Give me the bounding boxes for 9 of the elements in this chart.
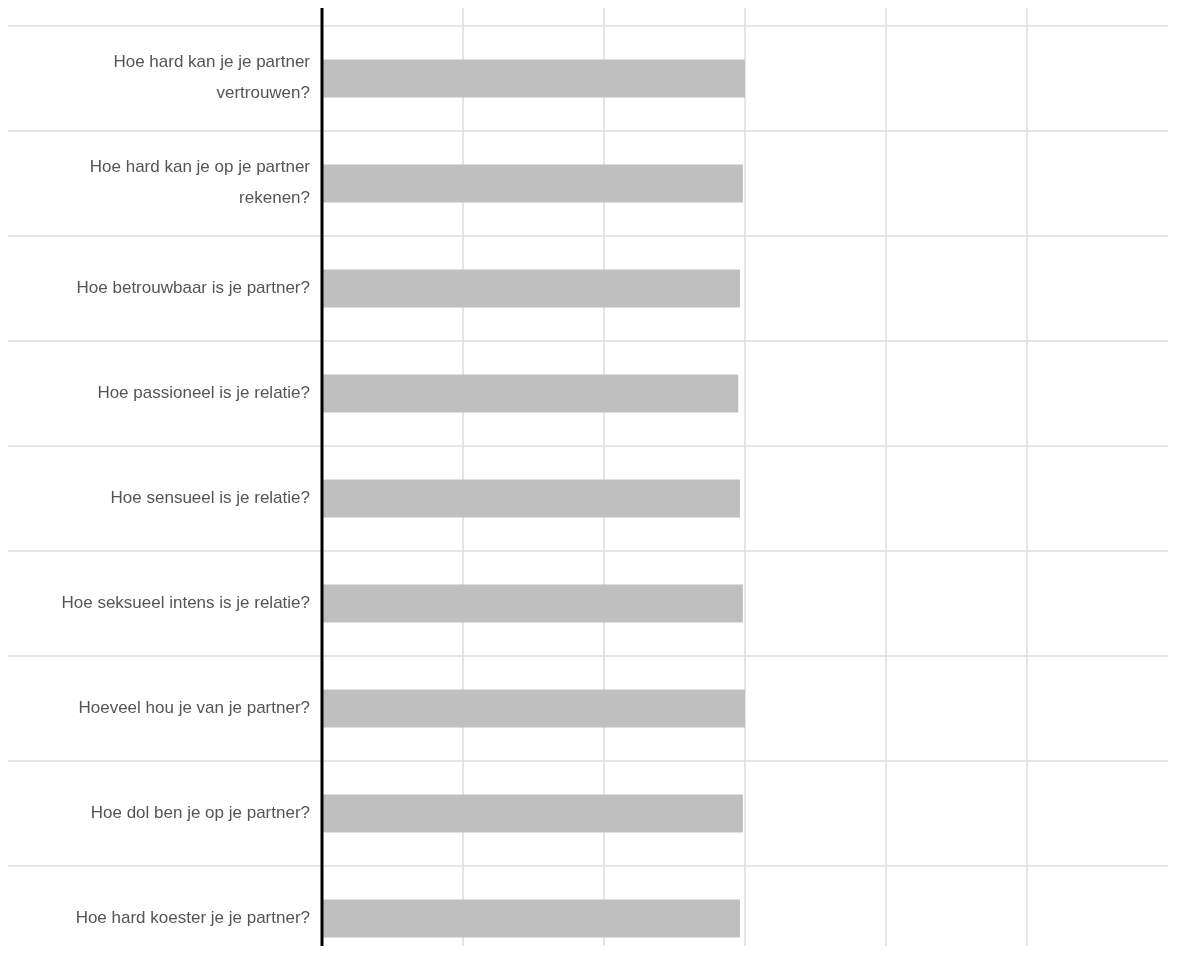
y-tick-label: Hoe sensueel is je relatie? [110, 487, 310, 507]
y-tick-label: Hoeveel hou je van je partner? [78, 697, 310, 717]
y-tick-label: Hoe hard kan je op je partner rekenen? [89, 157, 311, 208]
y-tick-label: Hoe passioneel is je relatie? [97, 382, 310, 402]
y-tick-label: Hoe dol ben je op je partner? [90, 802, 310, 822]
y-tick-label: Hoe seksueel intens is je relatie? [61, 592, 310, 612]
y-tick-label: Hoe hard koester je je partner? [75, 907, 310, 927]
y-tick-label: Hoe betrouwbaar is je partner? [76, 277, 310, 297]
y-tick-label: Hoe hard kan je je partner vertrouwen? [113, 52, 311, 103]
